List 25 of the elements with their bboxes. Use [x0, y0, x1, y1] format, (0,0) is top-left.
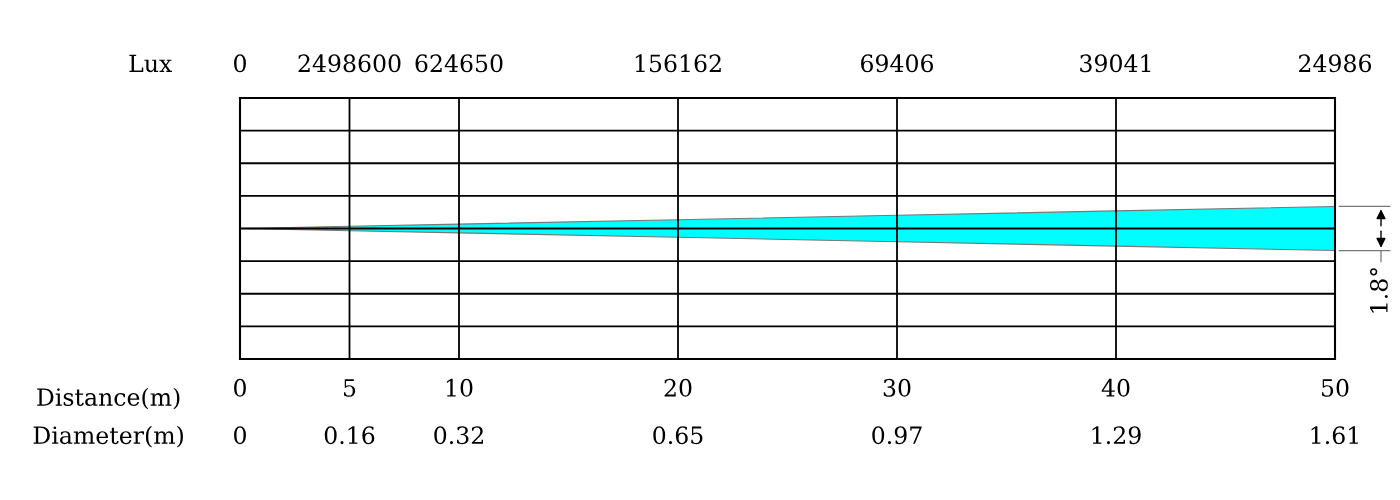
text: Lux: [129, 54, 173, 73]
text: 0: [234, 426, 246, 445]
x-tick-label: 30: [883, 378, 911, 397]
x-tick-label: 5: [344, 379, 356, 397]
x-axis-title: Distance(m): [37, 387, 180, 410]
text: 0.97: [872, 426, 922, 445]
text: 24986: [1299, 54, 1372, 73]
text: 0.32: [434, 426, 483, 445]
text: 0.16: [324, 426, 375, 445]
text: 39041: [1080, 54, 1151, 73]
text: 1.29: [1092, 426, 1141, 445]
text: 1.61: [1311, 426, 1358, 445]
text: 1.8°: [1369, 268, 1388, 313]
text: 156162: [635, 54, 721, 73]
text: 2498600: [298, 54, 401, 73]
text: Diameter(m): [33, 425, 183, 448]
x-tick-label: 20: [664, 378, 692, 397]
x-tick-label: 40: [1101, 378, 1130, 397]
text: 69406: [861, 54, 934, 73]
text: 0: [234, 54, 246, 73]
text: 624650: [415, 54, 503, 73]
x-tick-label: 10: [446, 378, 473, 397]
x-tick-label: 0: [234, 378, 246, 397]
text: 0.65: [653, 426, 703, 445]
x-tick-label: 50: [1321, 378, 1349, 397]
